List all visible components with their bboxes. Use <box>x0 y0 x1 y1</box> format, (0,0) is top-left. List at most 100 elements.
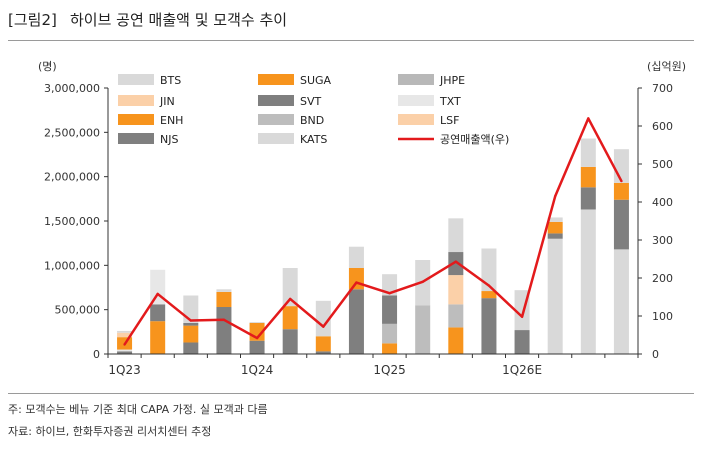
footer-divider <box>8 393 694 394</box>
bar-enh <box>315 336 331 352</box>
bar-enh <box>216 291 232 308</box>
bar-svt <box>613 199 629 250</box>
bar-kats <box>249 322 265 323</box>
revenue-point <box>322 325 325 328</box>
legend-swatch-enh <box>118 114 154 125</box>
legend-swatch-jin <box>118 95 154 106</box>
right-axis-tick-label: 600 <box>652 120 673 133</box>
legend-label: JIN <box>159 95 175 108</box>
bar-svt <box>216 307 232 354</box>
bar-svt <box>150 304 166 322</box>
left-axis-tick-label: 3,000,000 <box>44 82 100 95</box>
bar-enh <box>580 166 596 188</box>
figure-header: [그림2] 하이브 공연 매출액 및 모객수 추이 <box>8 9 287 30</box>
bar-svt <box>315 351 331 354</box>
bar-svt <box>580 187 596 210</box>
left-axis-tick-label: 1,500,000 <box>44 215 100 228</box>
stacked-bars-group <box>117 138 629 354</box>
legend-label: ENH <box>160 114 183 127</box>
bar-enh <box>613 182 629 200</box>
legend-label: BTS <box>160 74 181 87</box>
bar-enh <box>547 221 563 234</box>
left-axis-tick-label: 2,000,000 <box>44 171 100 184</box>
figure-tag: [그림2] <box>8 11 57 29</box>
bar-bts <box>613 249 629 354</box>
bar-svt <box>282 329 298 354</box>
bar-kats <box>216 289 232 292</box>
bar-bnd <box>448 304 464 328</box>
bar-enh <box>448 327 464 354</box>
bar-bts <box>547 238 563 354</box>
revenue-point <box>189 319 193 322</box>
legend-label: SVT <box>300 95 322 108</box>
bar-kats <box>613 149 629 183</box>
revenue-point <box>520 315 524 318</box>
bar-svt <box>117 351 133 354</box>
revenue-point <box>288 297 292 301</box>
legend-swatch-txt <box>398 95 434 106</box>
revenue-point <box>156 292 159 296</box>
right-axis-tick-label: 200 <box>652 272 673 285</box>
legend-label: 공연매출액(우) <box>440 133 509 146</box>
bar-txt <box>117 349 133 352</box>
legend-swatch-suga <box>258 74 294 85</box>
footnote-note: 주: 모객수는 베뉴 기준 최대 CAPA 가정. 실 모객과 다름 <box>8 403 268 416</box>
legend-swatch-svt <box>258 95 294 106</box>
bar-kats <box>348 246 364 268</box>
bar-kats <box>448 218 464 253</box>
legend-label: TXT <box>439 95 461 108</box>
footnote-source: 자료: 하이브, 한화투자증권 리서치센터 추정 <box>8 425 212 438</box>
bar-svt <box>183 342 199 354</box>
legend-group: BTS SUGA JHPE JIN SVT TXT ENH BND LSF NJS KATS 공연매출… <box>118 74 509 146</box>
bar-kats <box>282 267 298 307</box>
legend-label: JHPE <box>439 74 465 87</box>
revenue-line-group <box>123 117 623 346</box>
revenue-point <box>587 117 590 120</box>
revenue-point <box>255 336 259 340</box>
bar-svt <box>348 289 364 354</box>
legend-label: LSF <box>440 114 459 127</box>
bar-kats <box>481 248 497 292</box>
axes-group: (명) (십억원) 0 500,000 1,000,000 1,500,000 2,000,… <box>38 60 686 377</box>
bar-bts <box>580 209 596 354</box>
legend-swatch-njs <box>118 133 154 144</box>
bar-kats <box>117 330 133 333</box>
bar-bnd <box>382 323 398 344</box>
legend-swatch-bnd <box>258 114 294 125</box>
left-axis-tick-label: 2,500,000 <box>44 126 100 139</box>
bar-svt <box>547 233 563 239</box>
header-divider <box>8 40 694 41</box>
bar-enh <box>183 325 199 343</box>
figure-title: 하이브 공연 매출액 및 모객수 추이 <box>70 11 288 29</box>
bar-svt <box>514 330 530 354</box>
bar-njs <box>382 295 398 324</box>
legend-swatch-kats <box>258 133 294 144</box>
revenue-point <box>123 343 126 346</box>
legend-label: BND <box>300 114 324 127</box>
bar-kats <box>382 274 398 296</box>
right-axis-unit-label: (십억원) <box>647 60 686 73</box>
legend-label: SUGA <box>300 74 332 87</box>
bar-bnd <box>415 305 431 354</box>
revenue-point <box>487 284 491 287</box>
right-axis-tick-label: 500 <box>652 158 673 171</box>
revenue-point <box>355 281 358 284</box>
revenue-point <box>454 260 458 263</box>
left-axis-unit-label: (명) <box>38 60 57 73</box>
bar-svt <box>481 298 497 354</box>
bar-enh <box>382 343 398 354</box>
bar-kats <box>315 300 331 337</box>
legend-swatch-bts <box>118 74 154 85</box>
x-axis-label: 1Q26E <box>502 363 542 377</box>
revenue-point <box>553 195 557 198</box>
x-axis-label: 1Q23 <box>108 363 140 377</box>
bar-njs <box>183 322 199 326</box>
left-axis-tick-label: 1,000,000 <box>44 259 100 272</box>
bar-enh <box>481 291 497 299</box>
x-axis-label: 1Q24 <box>241 363 273 377</box>
left-axis-tick-label: 0 <box>93 348 100 361</box>
revenue-line <box>123 117 623 346</box>
bar-kats <box>580 138 596 167</box>
legend-swatch-lsf <box>398 114 434 125</box>
x-axis-label: 1Q25 <box>373 363 405 377</box>
